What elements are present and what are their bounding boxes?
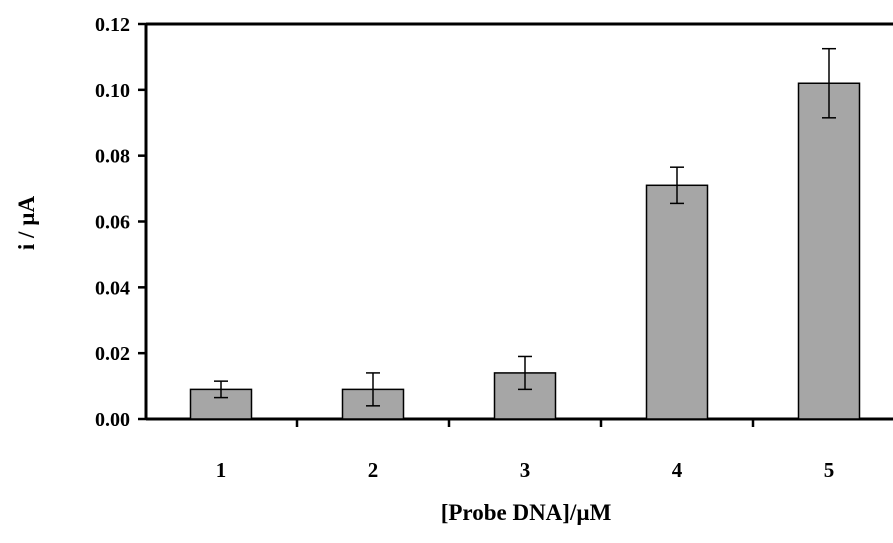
y-axis-ticks: 0.00 0.02 0.04 0.06 0.08 0.10 0.12 (95, 14, 146, 431)
x-axis-title: [Probe DNA]/µM (441, 500, 612, 525)
axes (144, 22, 893, 421)
y-tick-label: 0.08 (95, 146, 130, 168)
y-tick-label: 0.06 (95, 212, 130, 234)
x-tick-label: 3 (520, 458, 531, 482)
y-tick-label: 0.00 (95, 409, 130, 431)
x-tick-label: 2 (368, 458, 379, 482)
bars (189, 82, 861, 420)
x-axis-ticks: 1 2 3 4 5 (216, 419, 835, 482)
x-tick-label: 5 (824, 458, 835, 482)
error-bars (214, 47, 836, 407)
y-tick-label: 0.10 (95, 80, 130, 102)
bar (797, 82, 861, 420)
x-tick-label: 4 (672, 458, 683, 482)
y-tick-label: 0.12 (95, 14, 130, 36)
bar (645, 184, 709, 420)
y-tick-label: 0.02 (95, 343, 130, 365)
y-axis-title: i / µA (14, 196, 39, 251)
y-tick-label: 0.04 (95, 277, 130, 299)
x-tick-label: 1 (216, 458, 227, 482)
